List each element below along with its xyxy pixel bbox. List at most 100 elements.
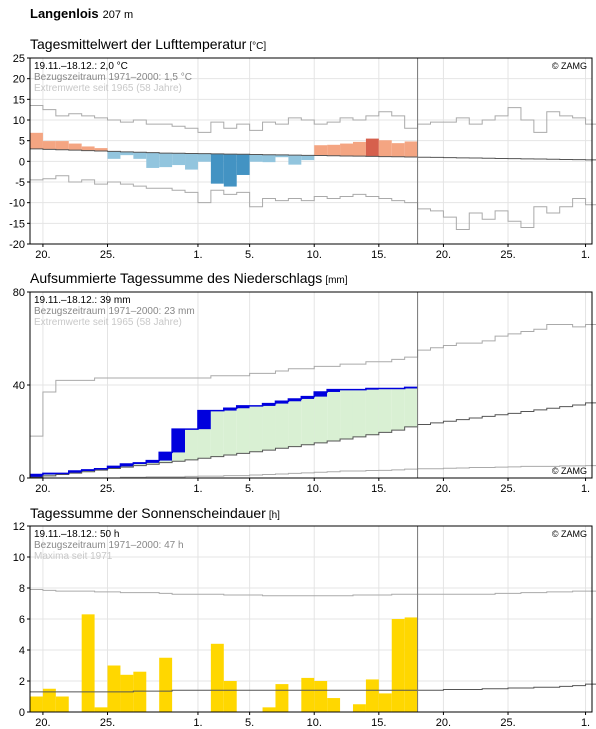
sunshine-y-tick-label: 4	[19, 645, 25, 657]
sunshine-bar	[404, 617, 418, 712]
precipitation-unit: [mm]	[325, 275, 348, 286]
temperature-y-tick-label: -20	[9, 239, 25, 251]
sunshine-x-tick-label: 25.	[500, 717, 515, 729]
precipitation-diff-bar	[404, 387, 418, 427]
station-name: Langenlois	[30, 6, 99, 21]
temperature-y-tick-label: -10	[9, 198, 25, 210]
temperature-title: Tagesmittelwert der Lufttemperatur [°C]	[30, 36, 266, 52]
precipitation-daily-increment	[172, 429, 186, 453]
temperature-bar	[365, 138, 379, 157]
temperature-bar	[249, 154, 263, 162]
precipitation-diff-bar	[236, 405, 250, 454]
precipitation-diff-bar	[391, 388, 405, 431]
sunshine-x-tick-label: 10.	[307, 717, 322, 729]
temperature-info-line: 19.11.–18.12.: 2,0 °C	[34, 61, 128, 72]
precipitation-x-tick-label: 15.	[371, 483, 386, 495]
sunshine-bar	[30, 696, 43, 712]
sunshine-x-tick-label: 20.	[35, 717, 50, 729]
sunshine-bar	[327, 698, 341, 712]
temperature-bar	[81, 146, 95, 151]
sunshine-maxima-line	[30, 589, 596, 597]
precipitation-daily-increment	[262, 403, 276, 406]
temperature-y-tick-label: 15	[13, 94, 25, 106]
precipitation-diff-bar	[223, 408, 237, 455]
sunshine-bar	[107, 665, 121, 712]
temperature-x-tick-label: 20.	[436, 249, 451, 261]
temperature-bar	[262, 154, 276, 163]
precipitation-diff-bar	[133, 462, 147, 466]
sunshine-y-tick-label: 0	[19, 707, 25, 719]
temperature-bar	[391, 143, 405, 157]
precipitation-daily-increment	[197, 410, 211, 430]
precipitation-diff-bar	[288, 398, 302, 447]
precipitation-x-tick-label: 5.	[245, 483, 254, 495]
sunshine-bar	[94, 707, 108, 712]
sunshine-bar	[210, 643, 224, 712]
sunshine-unit: [h]	[268, 510, 280, 521]
temperature-bar	[275, 154, 289, 158]
sunshine-title-text: Tagessumme der Sonnenscheindauer	[30, 505, 266, 521]
precipitation-x-tick-label: 1.	[193, 483, 202, 495]
precipitation-diff-bar	[301, 396, 315, 445]
temperature-copyright: © ZAMG	[552, 61, 587, 71]
precipitation-diff-bar	[185, 429, 198, 460]
sunshine-bar	[81, 614, 95, 712]
precipitation-daily-increment	[120, 464, 134, 467]
temperature-x-tick-label: 20.	[35, 249, 50, 261]
temperature-y-tick-label: 20	[13, 74, 25, 86]
sunshine-bar	[352, 704, 366, 712]
temperature-bar	[185, 153, 198, 170]
temperature-info-line: Extremwerte seit 1965 (58 Jahre)	[34, 83, 182, 94]
temperature-bar	[236, 154, 250, 175]
precipitation-diff-bar	[249, 405, 263, 452]
precipitation-x-tick-label: 20.	[436, 483, 451, 495]
temperature-bar	[133, 152, 147, 159]
precipitation-x-tick-label: 10.	[307, 483, 322, 495]
temperature-bar	[55, 141, 69, 150]
temperature-extreme-min-line	[30, 175, 596, 231]
temperature-y-tick-label: 10	[13, 115, 25, 127]
precipitation-x-tick-label: 25.	[100, 483, 115, 495]
sunshine-info-line: Bezugszeitraum 1971–2000: 47 h	[34, 540, 184, 551]
precipitation-y-tick-label: 0	[19, 473, 25, 485]
precipitation-info-line: Bezugszeitraum 1971–2000: 23 mm	[34, 306, 195, 317]
temperature-x-tick-label: 1.	[581, 249, 590, 261]
sunshine-bar	[55, 696, 69, 712]
temperature-unit: [°C]	[249, 41, 267, 52]
precipitation-diff-bar	[275, 401, 289, 449]
sunshine-x-tick-label: 25.	[100, 717, 115, 729]
sunshine-bar	[275, 684, 289, 712]
temperature-bar	[404, 141, 418, 157]
precipitation-diff-bar	[262, 403, 276, 451]
precipitation-diff-bar	[327, 389, 341, 442]
sunshine-bar	[159, 657, 173, 712]
sunshine-bar	[262, 707, 276, 712]
precipitation-daily-increment	[275, 401, 289, 404]
precipitation-title-text: Aufsummierte Tagessumme des Niederschlag…	[30, 270, 323, 286]
temperature-bar	[68, 143, 82, 151]
precipitation-daily-increment	[146, 460, 160, 463]
temperature-x-tick-label: 25.	[500, 249, 515, 261]
sunshine-y-tick-label: 12	[13, 521, 25, 533]
precipitation-daily-increment	[223, 408, 237, 411]
temperature-normal-line	[30, 148, 596, 161]
precipitation-title: Aufsummierte Tagessumme des Niederschlag…	[30, 270, 348, 286]
precipitation-diff-bar	[42, 473, 56, 476]
temperature-bar	[352, 141, 366, 157]
sunshine-x-tick-label: 5.	[245, 717, 254, 729]
precipitation-x-tick-label: 25.	[500, 483, 515, 495]
sunshine-bar	[365, 679, 379, 712]
temperature-bar	[378, 140, 392, 157]
station-title: Langenlois 207 m	[30, 6, 133, 21]
precipitation-y-tick-label: 80	[13, 287, 25, 299]
precipitation-extreme-min-line	[30, 465, 596, 479]
temperature-bar	[42, 141, 56, 150]
precipitation-x-tick-label: 20.	[35, 483, 50, 495]
temperature-bar	[301, 155, 315, 161]
temperature-bar	[30, 132, 43, 149]
sunshine-bar	[42, 688, 56, 712]
station-elevation: 207 m	[102, 9, 134, 21]
precipitation-info-line: Extremwerte seit 1965 (58 Jahre)	[34, 317, 182, 328]
